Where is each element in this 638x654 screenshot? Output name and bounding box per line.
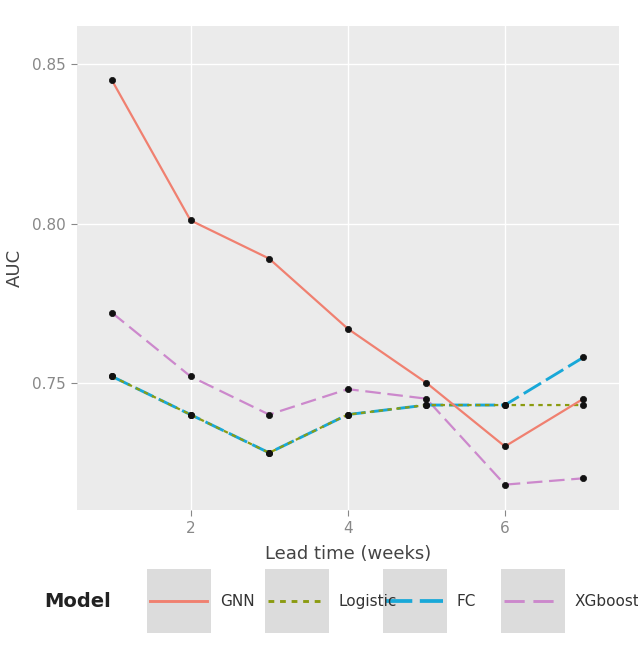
Text: GNN: GNN (220, 594, 255, 608)
Text: Logistic: Logistic (338, 594, 396, 608)
Text: FC: FC (456, 594, 475, 608)
Text: Model: Model (45, 591, 112, 611)
Text: XGboost: XGboost (574, 594, 638, 608)
FancyBboxPatch shape (383, 568, 447, 633)
FancyBboxPatch shape (265, 568, 329, 633)
X-axis label: Lead time (weeks): Lead time (weeks) (265, 545, 431, 562)
FancyBboxPatch shape (147, 568, 211, 633)
Y-axis label: AUC: AUC (5, 249, 24, 287)
FancyBboxPatch shape (501, 568, 565, 633)
